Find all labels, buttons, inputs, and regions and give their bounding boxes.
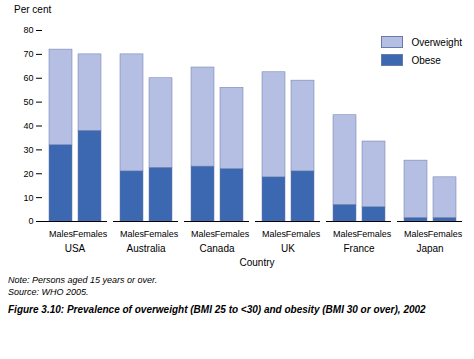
- html-text:Overweight: Overweight: [411, 36, 462, 48]
- svg-text:50: 50: [23, 97, 33, 107]
- svg-text:Japan: Japan: [416, 243, 443, 254]
- svg-text:Females: Females: [144, 229, 179, 239]
- html-text:Country: Country: [239, 257, 275, 268]
- svg-text:Australia: Australia: [127, 243, 166, 254]
- svg-text:20: 20: [23, 169, 33, 179]
- svg-text:Males: Males: [49, 229, 74, 239]
- svg-text:Canada: Canada: [199, 243, 234, 254]
- svg-text:Females: Females: [215, 229, 250, 239]
- svg-text:France: France: [343, 243, 375, 254]
- svg-text:60: 60: [23, 73, 33, 83]
- svg-text:70: 70: [23, 49, 33, 59]
- html-text:Per cent: Per cent: [14, 4, 52, 15]
- svg-text:Males: Males: [404, 229, 429, 239]
- svg-text:Males: Males: [333, 229, 358, 239]
- html-text:Note: Persons aged 15 years or: Note: Persons aged 15 years or over.: [8, 275, 158, 285]
- html-text:Obese: Obese: [411, 54, 441, 66]
- html-text:Source: WHO 2005.: Source: WHO 2005.: [8, 287, 89, 297]
- svg-text:Females: Females: [73, 229, 108, 239]
- svg-text:Males: Males: [262, 229, 287, 239]
- svg-text:Females: Females: [428, 229, 463, 239]
- svg-text:30: 30: [23, 145, 33, 155]
- svg-text:USA: USA: [65, 243, 86, 254]
- html-text:Figure 3.10: Prevalence of ove: Figure 3.10: Prevalence of overweight (B…: [8, 304, 426, 315]
- svg-text:Males: Males: [191, 229, 216, 239]
- svg-text:UK: UK: [281, 243, 295, 254]
- svg-text:40: 40: [23, 121, 33, 131]
- svg-text:Females: Females: [286, 229, 321, 239]
- svg-text:Females: Females: [357, 229, 392, 239]
- svg-text:10: 10: [23, 193, 33, 203]
- svg-text:0: 0: [28, 216, 33, 226]
- svg-text:Males: Males: [120, 229, 145, 239]
- svg-text:80: 80: [23, 25, 33, 35]
